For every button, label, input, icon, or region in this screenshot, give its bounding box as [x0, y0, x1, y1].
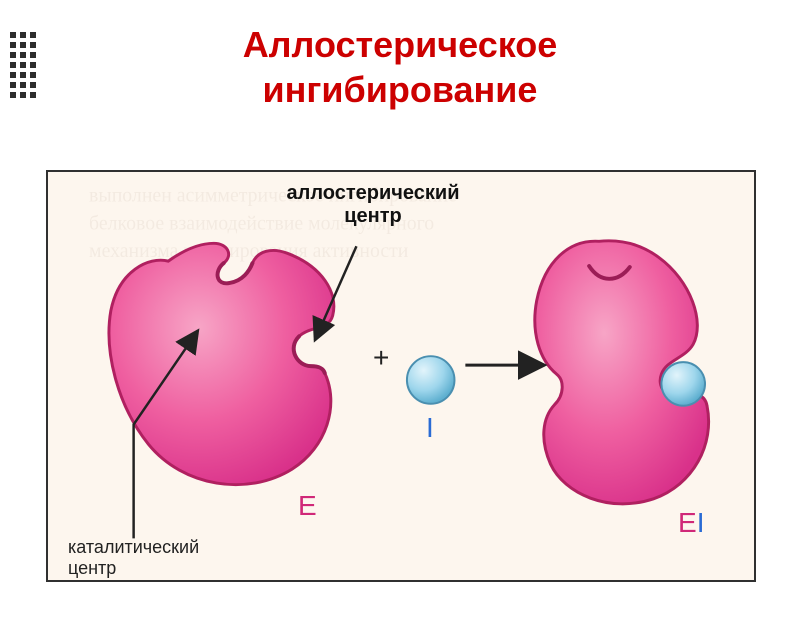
label-EI-I: I: [697, 507, 705, 538]
title-line2: ингибирование: [263, 69, 538, 110]
label-plus: +: [373, 342, 389, 374]
decoration-dots: [10, 32, 34, 98]
svg-text:механизма регулирования активн: механизма регулирования активности: [89, 240, 409, 262]
label-catalytic: каталитический центр: [68, 537, 199, 579]
label-E: E: [298, 490, 317, 522]
label-I: I: [426, 412, 434, 444]
inhibitor-sphere: [407, 356, 455, 404]
page-title: Аллостерическое ингибирование: [0, 22, 800, 112]
label-allosteric-line1: аллостерический: [287, 182, 460, 204]
label-allosteric-line2: центр: [344, 205, 402, 227]
enzyme-bound: [535, 241, 709, 504]
label-allosteric: аллостерический центр: [273, 182, 473, 228]
diagram-svg: выполнен асимметрическое ингибирование б…: [48, 172, 754, 580]
label-EI: EI: [678, 507, 704, 539]
title-line1: Аллостерическое: [243, 24, 558, 65]
diagram-frame: выполнен асимметрическое ингибирование б…: [46, 170, 756, 582]
label-EI-E: E: [678, 507, 697, 538]
